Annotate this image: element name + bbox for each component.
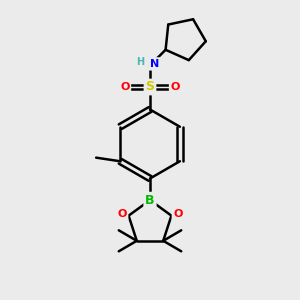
Text: H: H [136,57,145,67]
Text: B: B [145,194,155,207]
Text: O: O [173,209,183,219]
Text: O: O [120,82,130,92]
Text: N: N [150,59,159,69]
Text: O: O [170,82,180,92]
Text: S: S [146,80,154,94]
Text: O: O [117,209,127,219]
